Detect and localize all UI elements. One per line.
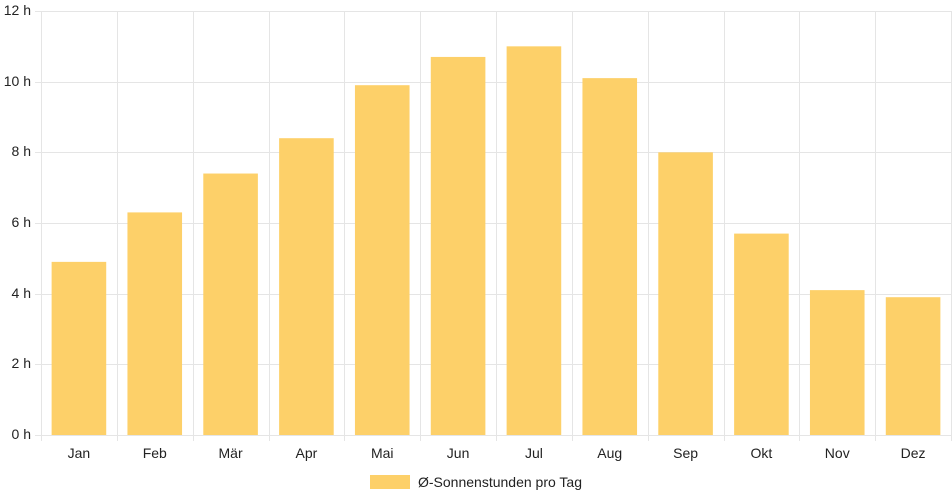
y-axis-tick-labels: 0 h 2 h 4 h 6 h 8 h 10 h 12 h <box>4 2 31 442</box>
legend-label: Ø-Sonnenstunden pro Tag <box>418 474 582 490</box>
legend[interactable]: Ø-Sonnenstunden pro Tag <box>0 470 952 494</box>
x-tick-label: Nov <box>825 445 850 461</box>
bar-sep[interactable] <box>658 152 713 436</box>
x-tick-label: Okt <box>751 445 773 461</box>
legend-swatch <box>370 475 410 489</box>
bar-dez[interactable] <box>885 297 941 435</box>
x-tick-label: Jan <box>68 445 91 461</box>
bar-aug[interactable] <box>582 78 638 435</box>
x-tick-label: Jul <box>525 445 543 461</box>
bar-mai[interactable] <box>354 85 410 435</box>
bar-jun[interactable] <box>430 56 486 435</box>
bar-okt[interactable] <box>734 233 789 435</box>
y-tick-label: 10 h <box>4 73 31 89</box>
y-tick-label: 6 h <box>12 214 31 230</box>
y-tick-label: 0 h <box>12 426 31 442</box>
x-axis-tick-labels: Jan Feb Mär Apr Mai Jun Jul Aug Sep Okt Nov Dez <box>68 445 926 461</box>
bar-nov[interactable] <box>809 290 865 435</box>
y-tick-label: 2 h <box>12 355 31 371</box>
x-tick-label: Mär <box>219 445 243 461</box>
y-tick-label: 8 h <box>12 143 31 159</box>
x-tick-label: Dez <box>901 445 926 461</box>
bar-jul[interactable] <box>506 46 562 435</box>
bar-chart: 0 h2 h4 h6 h8 h10 h12 h Jan Feb Mär Apr Mai J… <box>4 2 952 461</box>
grid-lines <box>35 11 952 441</box>
x-tick-label: Apr <box>296 445 318 461</box>
x-tick-label: Mai <box>371 445 394 461</box>
y-tick-label: 12 h <box>4 2 31 18</box>
y-tick-label: 4 h <box>12 285 31 301</box>
bars <box>51 46 941 436</box>
bar-mär[interactable] <box>203 173 258 436</box>
x-tick-label: Jun <box>447 445 470 461</box>
bar-feb[interactable] <box>127 212 183 435</box>
bar-apr[interactable] <box>279 138 334 435</box>
x-tick-label: Sep <box>673 445 698 461</box>
x-tick-label: Feb <box>143 445 167 461</box>
bar-jan[interactable] <box>51 261 107 435</box>
x-tick-label: Aug <box>597 445 622 461</box>
